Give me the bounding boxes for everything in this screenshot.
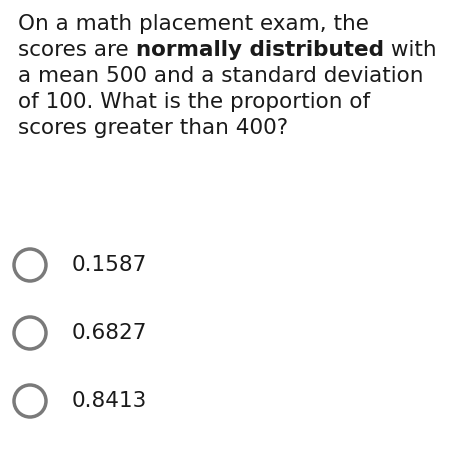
Text: a mean 500 and a standard deviation: a mean 500 and a standard deviation xyxy=(18,66,423,86)
Text: On a math placement exam, the: On a math placement exam, the xyxy=(18,14,369,34)
Text: 0.1587: 0.1587 xyxy=(72,255,147,275)
Text: 0.8413: 0.8413 xyxy=(72,391,147,411)
Text: with: with xyxy=(383,40,436,60)
Text: normally distributed: normally distributed xyxy=(135,40,383,60)
Text: scores are: scores are xyxy=(18,40,135,60)
Text: 0.6827: 0.6827 xyxy=(72,323,147,343)
Text: scores greater than 400?: scores greater than 400? xyxy=(18,118,288,138)
Text: of 100. What is the proportion of: of 100. What is the proportion of xyxy=(18,92,370,112)
